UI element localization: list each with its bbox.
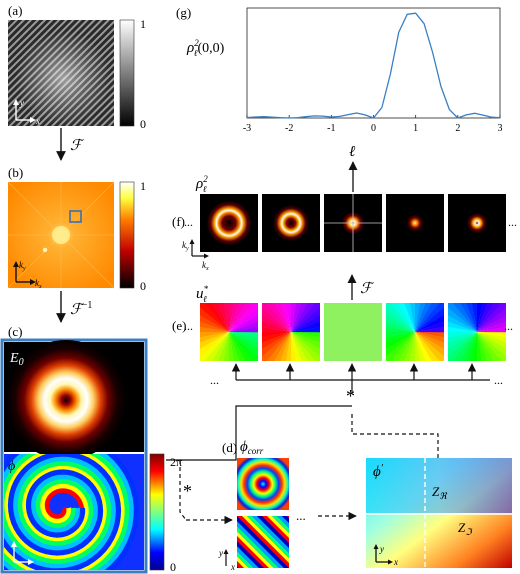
connector-lines xyxy=(166,405,352,525)
colorbar-c-max: 2π xyxy=(170,455,182,469)
colorbar-a-min: 0 xyxy=(140,117,146,131)
axis-label-y-pp: y xyxy=(379,544,384,554)
ellipsis-e-right: ... xyxy=(504,319,513,333)
colorbar-c-min: 0 xyxy=(170,560,176,574)
fourier-operator-1: ℱ xyxy=(70,138,85,154)
axis-label-kx: kx xyxy=(35,278,42,290)
chart-g: -3 -2 -1 0 1 2 3 xyxy=(243,7,503,134)
tilt-phase-image xyxy=(237,516,289,568)
panel-label-f: (f) xyxy=(172,214,185,229)
colorbar-hot xyxy=(119,181,135,289)
phase-tile xyxy=(200,303,258,361)
axis-label-x-d: x xyxy=(230,562,235,572)
ellipsis-branch-right: ... xyxy=(494,373,503,387)
label-phi-prime: ϕ′ xyxy=(373,463,384,480)
hologram-image xyxy=(8,20,114,126)
axis-indicator-d xyxy=(223,549,229,566)
spectrum-image xyxy=(7,181,115,289)
label-Z-real: Zℜ xyxy=(432,484,448,501)
field-frame xyxy=(0,338,148,574)
axis-label-y: y xyxy=(19,98,24,108)
ellipsis-f-right: ... xyxy=(508,215,517,229)
dashed-phiprime-to-conv xyxy=(351,412,439,458)
ellipsis-branch-left: ... xyxy=(210,373,219,387)
label-rho: ρ2 ℓ xyxy=(195,174,208,194)
phase-tile xyxy=(448,303,506,361)
colorbar-a-max: 1 xyxy=(140,17,146,31)
convolution-symbol-main: * xyxy=(346,386,355,406)
chart-xtick-label: 2 xyxy=(455,123,460,134)
phase-spiral-image xyxy=(4,454,144,570)
label-u-star: u* ℓ xyxy=(196,284,209,304)
panel-label-a: (a) xyxy=(8,3,22,18)
axis-indicator-f xyxy=(189,239,209,259)
axis-label-x: x xyxy=(35,116,40,126)
chart-xtick-label: -1 xyxy=(327,123,335,134)
chart-ylabel: ρ2 ℓ(0,0) xyxy=(186,38,225,58)
axis-label-y-d: y xyxy=(218,548,223,558)
chart-series-line xyxy=(246,12,501,119)
phi-prime-image xyxy=(366,458,512,568)
axis-label-ky-f: ky xyxy=(182,240,189,252)
panel-label-g: (g) xyxy=(176,5,191,20)
convolution-symbol-left: * xyxy=(183,481,192,501)
phase-tile xyxy=(262,303,320,361)
phase-tile xyxy=(386,303,444,361)
chart-xlabel: ℓ xyxy=(349,144,355,160)
panel-label-e: (e) xyxy=(172,318,186,333)
branch-arrows xyxy=(231,363,490,394)
ellipsis-f-left: ... xyxy=(184,215,193,229)
amplitude-donut-image xyxy=(4,340,144,460)
phi-corr-image xyxy=(237,458,289,510)
chart-xtick-label: -2 xyxy=(285,123,293,134)
chart-frame xyxy=(246,7,501,119)
axis-indicator-phiprime xyxy=(373,544,393,565)
panel-label-d: (d) xyxy=(222,440,237,455)
axis-indicator-c xyxy=(11,541,34,565)
colorbar-b-max: 1 xyxy=(140,179,146,193)
axis-indicator-b xyxy=(13,261,36,285)
chart-xtick-label: -3 xyxy=(243,123,251,134)
inverse-fourier-operator: ℱ−1 xyxy=(70,300,92,318)
fourier-operator-2: ℱ xyxy=(360,281,375,297)
axis-label-ky: ky xyxy=(19,260,26,272)
chart-xtick-label: 3 xyxy=(498,123,503,134)
colorbar-gray xyxy=(119,19,135,127)
ellipsis-e-left: ... xyxy=(184,319,193,333)
helical-phase-tiles xyxy=(200,303,506,361)
intensity-tiles xyxy=(200,194,506,252)
selection-box xyxy=(69,210,82,223)
label-Z-imag: Zℑ xyxy=(458,520,473,537)
chart-xtick-label: 1 xyxy=(413,123,418,134)
colorbar-jet xyxy=(149,453,165,571)
ellipsis-d: ... xyxy=(296,508,306,523)
axis-label-kx-f: kx xyxy=(202,260,209,272)
label-E0: E0 xyxy=(9,351,24,368)
label-phi: ϕ xyxy=(8,459,15,474)
label-phi-corr: ϕcorr xyxy=(240,439,264,456)
colorbar-b-min: 0 xyxy=(140,279,146,293)
panel-label-b: (b) xyxy=(8,165,23,180)
chart-xtick-label: 0 xyxy=(371,123,376,134)
phase-tile xyxy=(324,303,382,361)
panel-label-c: (c) xyxy=(8,324,22,339)
axis-indicator-a xyxy=(13,99,36,123)
axis-label-x-pp: x xyxy=(393,557,398,567)
